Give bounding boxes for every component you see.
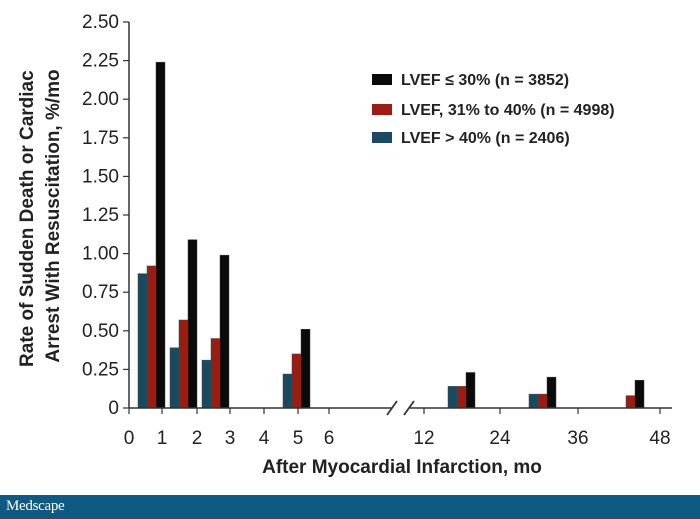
bar-1-24-36 <box>537 393 548 409</box>
bar-2-12-24 <box>447 386 458 409</box>
legend-swatch <box>372 132 392 143</box>
medscape-logo: Medscape <box>6 498 65 514</box>
bar-0-12-24 <box>465 372 476 409</box>
x-tick-label: 48 <box>649 428 670 449</box>
y-tick-label: 0.50 <box>82 321 119 342</box>
y-tick-label: 0.25 <box>82 359 119 380</box>
x-tick-label: 0 <box>124 428 135 449</box>
legend-swatch <box>372 104 392 115</box>
bar-1-4-5 <box>291 353 302 409</box>
x-tick-label: 36 <box>567 428 588 449</box>
x-tick-label: 6 <box>324 428 335 449</box>
x-tick-label: 1 <box>157 428 168 449</box>
bar-1-1-2 <box>178 319 189 409</box>
bar-1-36-48 <box>625 395 636 409</box>
chart: 0 0.25 0.50 0.75 1.00 1.25 1.50 1.75 2.00 2.25 2.5… <box>17 12 672 478</box>
x-tick-label: 5 <box>293 428 304 449</box>
legend-label: LVEF > 40% (n = 2406) <box>401 130 570 147</box>
bar-0-36-48 <box>634 379 645 409</box>
y-tick-label: 1.50 <box>82 166 119 187</box>
legend-label: LVEF, 31% to 40% (n = 4998) <box>401 102 615 119</box>
y-axis-title-line-2: Arrest With Resuscitation, %/mo <box>43 69 64 362</box>
y-tick-label: 1.75 <box>82 128 119 149</box>
bar-0-4-5 <box>300 329 311 409</box>
footer-bar: Medscape <box>0 495 700 519</box>
bar-2-4-5 <box>282 373 293 409</box>
bar-0-1-2 <box>187 239 198 409</box>
axis-break-mark-2 <box>403 400 415 416</box>
y-tick-label: 1.00 <box>82 244 119 265</box>
bar-2-1-2 <box>169 347 180 409</box>
bar-1-0-1 <box>146 265 157 409</box>
bars-group <box>137 61 645 409</box>
bar-1-2-3 <box>210 338 221 409</box>
y-tick-label: 2.50 <box>82 12 119 33</box>
x-axis-title: After Myocardial Infarction, mo <box>262 457 542 478</box>
bar-0-2-3 <box>219 254 230 409</box>
y-tick-label: 0 <box>108 398 119 419</box>
bar-2-0-1 <box>137 273 148 409</box>
bar-1-12-24 <box>456 386 467 409</box>
legend: LVEF ≤ 30% (n = 3852) LVEF, 31% to 40% (n… <box>372 72 615 147</box>
y-axis-title-line-1: Rate of Sudden Death or Cardiac <box>17 70 38 367</box>
bar-0-24-36 <box>546 376 557 409</box>
axis-break-mark-1 <box>386 400 398 416</box>
bar-0-0-1 <box>155 61 166 409</box>
y-tick-label: 2.25 <box>82 51 119 72</box>
x-tick-label: 3 <box>225 428 236 449</box>
bar-2-2-3 <box>201 359 212 409</box>
x-tick-label: 24 <box>489 428 511 449</box>
x-tick-label: 2 <box>192 428 203 449</box>
legend-label: LVEF ≤ 30% (n = 3852) <box>401 72 569 89</box>
y-tick-label: 1.25 <box>82 205 119 226</box>
y-axis-title: Rate of Sudden Death or Cardiac Arrest W… <box>17 65 64 367</box>
legend-swatch <box>372 74 392 85</box>
x-tick-label: 4 <box>259 428 270 449</box>
y-tick-label: 2.00 <box>82 89 119 110</box>
x-tick-label: 12 <box>413 428 434 449</box>
bar-2-24-36 <box>528 393 539 409</box>
y-tick-label: 0.75 <box>82 282 119 303</box>
